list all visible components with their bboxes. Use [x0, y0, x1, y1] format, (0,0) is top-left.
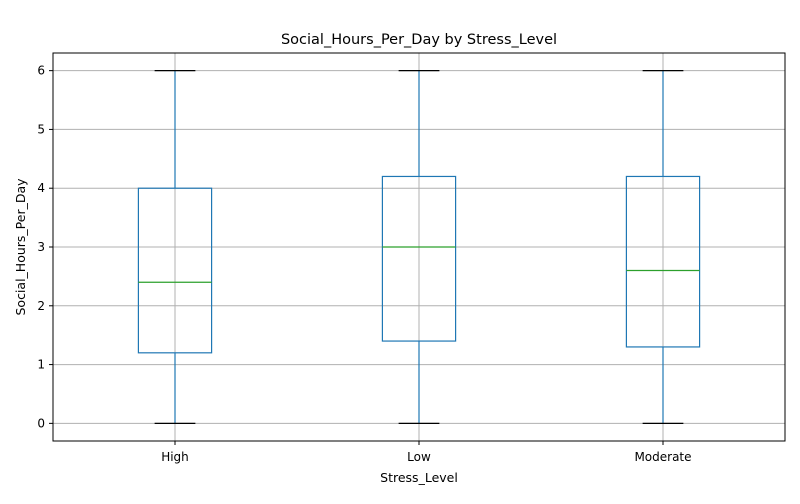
box-low [381, 70, 457, 424]
y-tick-label: 1 [37, 358, 45, 372]
iqr-box [381, 175, 457, 342]
axes: 0 1 2 3 4 5 6 High Low Moderate [37, 52, 786, 464]
y-tick-label: 4 [37, 181, 45, 195]
boxes [137, 70, 701, 424]
y-tick-label: 5 [37, 122, 45, 136]
y-tick-label: 0 [37, 416, 45, 430]
box-high [137, 70, 213, 424]
y-tick-label: 6 [37, 64, 45, 78]
y-tick-label: 2 [37, 299, 45, 313]
iqr-box [137, 187, 213, 354]
y-tick-label: 3 [37, 240, 45, 254]
x-tick-label: Moderate [634, 450, 691, 464]
x-tick-label: High [161, 450, 189, 464]
x-tick-label: Low [407, 450, 431, 464]
x-axis-label: Stress_Level [380, 470, 458, 485]
chart-title: Social_Hours_Per_Day by Stress_Level [281, 32, 557, 48]
box-moderate [625, 70, 701, 424]
y-axis-label: Social_Hours_Per_Day [13, 178, 28, 316]
iqr-box [625, 175, 701, 348]
